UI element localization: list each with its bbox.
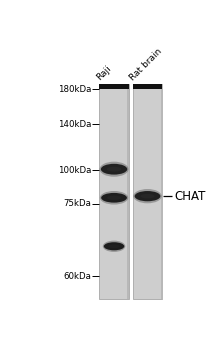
Bar	[133, 84, 162, 89]
Text: CHAT: CHAT	[174, 190, 205, 203]
Ellipse shape	[135, 191, 160, 201]
Text: Raji: Raji	[95, 64, 113, 83]
Bar	[160, 84, 162, 299]
Ellipse shape	[103, 240, 125, 252]
Ellipse shape	[140, 194, 155, 198]
Bar	[99, 84, 129, 299]
Ellipse shape	[107, 196, 121, 200]
Ellipse shape	[107, 167, 121, 172]
Text: Rat brain: Rat brain	[128, 47, 164, 83]
Ellipse shape	[101, 193, 127, 203]
Bar	[99, 84, 129, 89]
Bar	[133, 84, 162, 299]
Text: 60kDa: 60kDa	[63, 272, 91, 281]
Ellipse shape	[100, 191, 128, 204]
Text: 100kDa: 100kDa	[58, 166, 91, 175]
Text: 140kDa: 140kDa	[58, 120, 91, 129]
Ellipse shape	[101, 164, 127, 175]
Text: 75kDa: 75kDa	[63, 199, 91, 208]
Bar	[127, 84, 129, 299]
Ellipse shape	[108, 244, 120, 248]
Ellipse shape	[104, 242, 124, 250]
Ellipse shape	[100, 162, 129, 177]
Text: 180kDa: 180kDa	[58, 85, 91, 94]
Ellipse shape	[133, 189, 162, 203]
